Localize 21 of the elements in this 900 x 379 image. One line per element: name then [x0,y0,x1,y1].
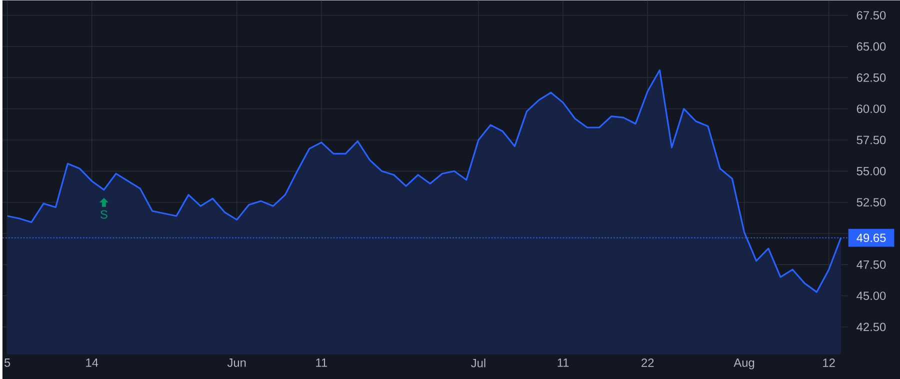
x-tick-label: 11 [316,358,328,367]
y-tick-label: 67.50 [856,10,886,20]
y-tick-label: 65.00 [856,42,886,51]
y-tick-label: 60.00 [856,104,886,113]
y-tick-label: 55.00 [856,166,886,176]
ref-line-label: 49.65 [856,233,886,242]
x-tick-label: Jul [471,358,486,368]
x-tick-label: Jun [227,358,246,367]
y-tick-label: 42.50 [856,322,886,332]
annotation: S [100,210,108,218]
y-tick-label: 57.50 [856,136,886,144]
x-tick-label: 11 [558,358,569,367]
x-tick-label: 5 [4,358,10,367]
x-tick-label: 14 [86,358,98,367]
x-tick-label: Aug [734,358,754,370]
x-tick-label: 12 [823,358,835,367]
y-tick-label: 45.00 [856,291,886,300]
y-tick-label: 47.50 [856,260,886,269]
x-tick-label: 22 [642,358,654,367]
y-tick-label: 62.50 [856,73,886,82]
y-tick-label: 52.50 [856,198,886,206]
